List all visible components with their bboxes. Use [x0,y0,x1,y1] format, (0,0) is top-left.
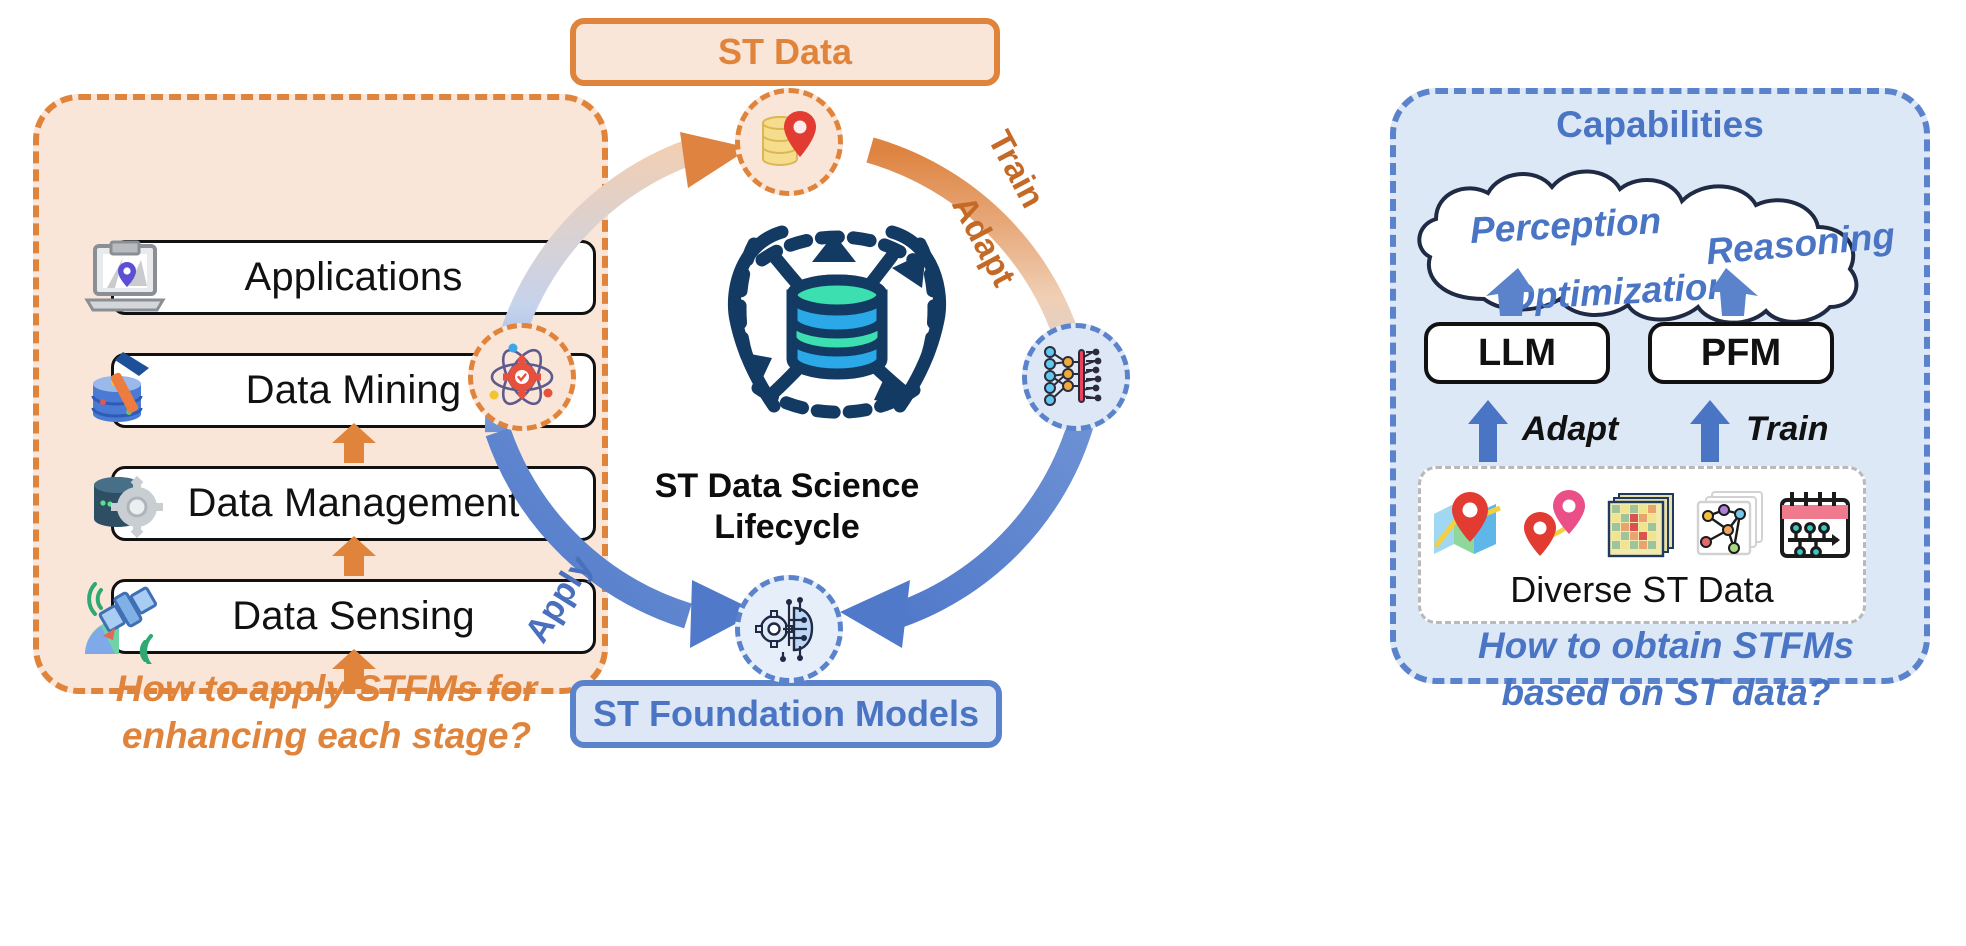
coins-location-pin-icon [762,111,816,166]
edge-label-adapt: Adapt [1522,410,1619,448]
up-arrow-icon [1466,400,1510,462]
grid-cube-icon [1603,486,1681,564]
trajectory-pins-icon [1516,486,1594,564]
left-question-line-1: How to apply STFMs for [115,668,538,709]
st-data-science-lifecycle-icon [712,200,962,450]
stage-label: Applications [244,255,463,299]
st-foundation-models-box[interactable]: ST Foundation Models [570,680,1002,748]
stage-label: Data Sensing [232,594,475,638]
diverse-st-data-box[interactable]: Diverse ST Data [1418,466,1866,624]
left-panel-question: How to apply STFMs for enhancing each st… [64,665,589,760]
diverse-st-data-label: Diverse ST Data [1510,569,1774,610]
st-data-label: ST Data [717,31,853,72]
right-panel-obtain: Capabilities Perception Reasoning Optimi… [1390,88,1930,713]
left-question-line-2: enhancing each stage? [121,715,532,757]
stage-label: Data Mining [245,368,462,412]
up-arrow-icon [1688,400,1732,462]
lifecycle-label-line-2: Lifecycle [714,508,860,547]
atom-gear-icon [489,343,554,406]
capabilities-title: Capabilities [1556,104,1764,145]
edge-label-train: Train [1746,410,1829,448]
stage-box-applications[interactable]: Applications [111,240,596,315]
model-box-pfm[interactable]: PFM [1648,322,1834,384]
node-atom[interactable] [468,323,576,431]
capabilities-cloud: Perception Reasoning Optimization [1384,149,1944,334]
model-label: PFM [1700,331,1782,374]
up-arrow-icon [330,649,378,689]
stage-label: Data Management [187,481,520,525]
diverse-st-data-icons [1421,479,1863,571]
model-box-llm[interactable]: LLM [1424,322,1610,384]
node-st-foundation-models[interactable] [735,575,843,683]
up-arrow-icon [1708,266,1760,318]
model-label: LLM [1477,331,1557,374]
up-arrow-icon [1484,266,1536,318]
right-question-line-1: How to obtain STFMs [1477,625,1855,666]
lifecycle-label-line-1: ST Data Science [654,467,920,505]
gear-brain-circuit-icon [755,597,814,662]
st-fm-label: ST Foundation Models [593,693,979,734]
right-panel-question: How to obtain STFMs based on ST data? [1416,622,1916,717]
time-series-calendar-icon [1776,486,1854,564]
graph-layers-icon [1690,486,1768,564]
lifecycle-label: ST Data Science Lifecycle [642,466,932,549]
node-st-data[interactable] [735,88,843,196]
map-pin-icon [1430,486,1508,564]
st-data-box[interactable]: ST Data [570,18,1000,86]
neural-network-chip-icon [1044,346,1102,406]
up-arrow-icon [330,423,378,463]
node-neural-network[interactable] [1022,323,1130,431]
up-arrow-icon [330,536,378,576]
right-question-line-2: based on ST data? [1501,672,1831,714]
